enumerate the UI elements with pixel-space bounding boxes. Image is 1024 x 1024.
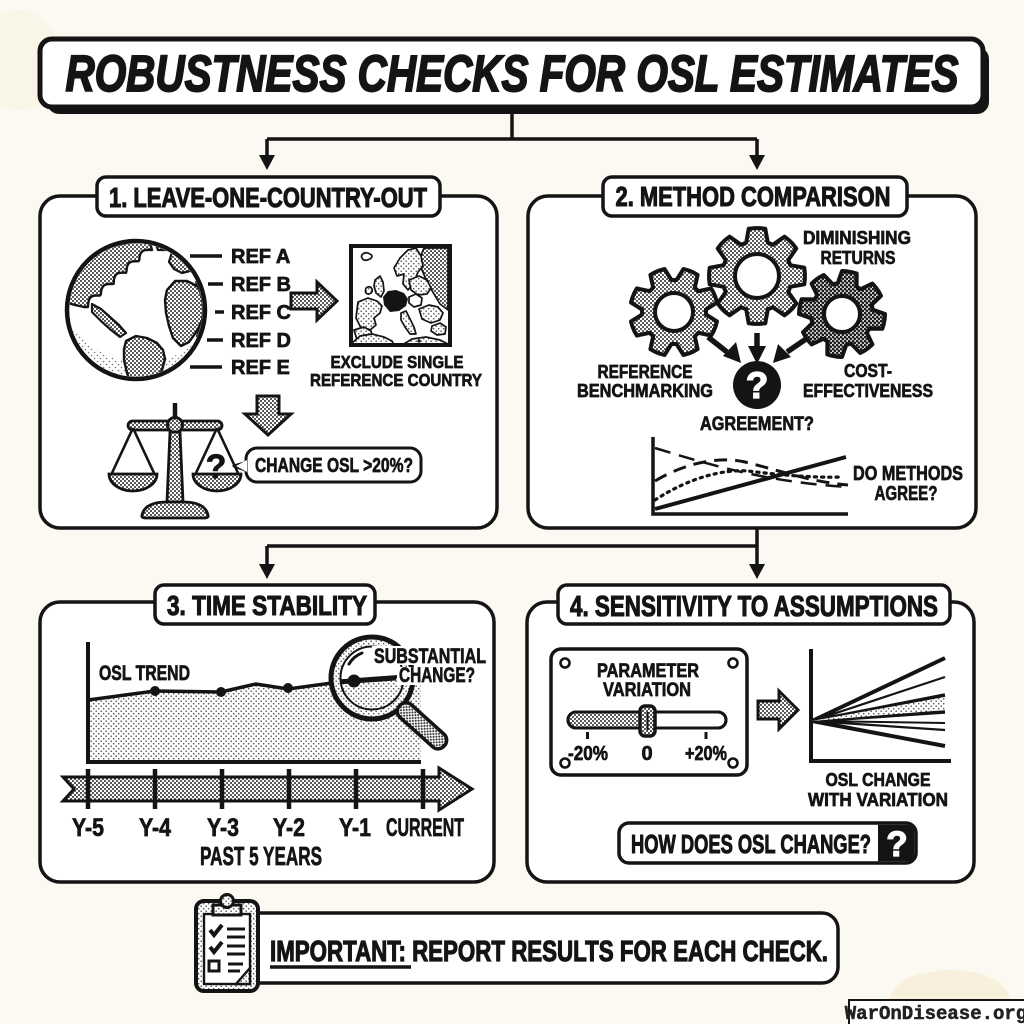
svg-text:OSL CHANGE: OSL CHANGE	[826, 770, 931, 790]
svg-text:2. METHOD COMPARISON: 2. METHOD COMPARISON	[616, 181, 891, 212]
svg-text:?: ?	[746, 365, 769, 406]
svg-text:AGREEMENT?: AGREEMENT?	[700, 414, 814, 435]
svg-text:REF A: REF A	[231, 246, 290, 268]
svg-text:SUBSTANTIAL: SUBSTANTIAL	[374, 645, 486, 668]
svg-text:CURRENT: CURRENT	[386, 814, 464, 842]
svg-text:OSL TREND: OSL TREND	[99, 662, 190, 685]
svg-text:REF B: REF B	[231, 274, 291, 296]
svg-text:WITH VARIATION: WITH VARIATION	[808, 790, 948, 810]
svg-text:Y-1: Y-1	[339, 814, 371, 842]
svg-text:REFERENCE: REFERENCE	[598, 362, 693, 382]
svg-text:3. TIME STABILITY: 3. TIME STABILITY	[167, 590, 367, 621]
svg-text:ROBUSTNESS CHECKS FOR OSL ESTI: ROBUSTNESS CHECKS FOR OSL ESTIMATES	[66, 45, 959, 102]
svg-text:REF E: REF E	[231, 357, 290, 379]
svg-text:REFERENCE COUNTRY: REFERENCE COUNTRY	[310, 370, 482, 390]
svg-text:4. SENSITIVITY TO ASSUMPTIONS: 4. SENSITIVITY TO ASSUMPTIONS	[570, 591, 938, 623]
svg-text:PARAMETER: PARAMETER	[597, 661, 699, 682]
svg-text:+20%: +20%	[685, 743, 727, 765]
svg-text:CHANGE?: CHANGE?	[399, 664, 475, 687]
svg-text:Y-5: Y-5	[72, 814, 104, 842]
svg-text:HOW DOES OSL CHANGE?: HOW DOES OSL CHANGE?	[631, 829, 871, 859]
svg-text:0: 0	[641, 743, 652, 765]
svg-text:Y-3: Y-3	[207, 814, 239, 842]
svg-text:EXCLUDE SINGLE: EXCLUDE SINGLE	[331, 352, 464, 372]
svg-text:Y-4: Y-4	[139, 814, 171, 842]
svg-text:1. LEAVE-ONE-COUNTRY-OUT: 1. LEAVE-ONE-COUNTRY-OUT	[109, 182, 427, 213]
svg-text:-20%: -20%	[568, 743, 608, 765]
svg-text:REF D: REF D	[231, 330, 291, 352]
svg-text:REF C: REF C	[231, 302, 291, 324]
svg-text:IMPORTANT: REPORT RESULTS FOR: IMPORTANT: REPORT RESULTS FOR EACH CHECK…	[270, 936, 828, 968]
svg-text:BENCHMARKING: BENCHMARKING	[577, 381, 713, 401]
svg-text:?: ?	[886, 825, 907, 864]
svg-text:COST-: COST-	[844, 361, 892, 381]
svg-text:?: ?	[206, 448, 227, 486]
svg-text:AGREE?: AGREE?	[875, 483, 938, 505]
svg-text:DO METHODS: DO METHODS	[853, 463, 963, 485]
svg-text:RETURNS: RETURNS	[821, 248, 896, 268]
svg-text:PAST 5 YEARS: PAST 5 YEARS	[200, 841, 322, 871]
svg-text:EFFECTIVENESS: EFFECTIVENESS	[803, 381, 933, 401]
svg-text:WarOnDisease.org: WarOnDisease.org	[845, 1003, 1024, 1024]
svg-text:VARIATION: VARIATION	[603, 680, 691, 701]
svg-text:DIMINISHING: DIMINISHING	[803, 228, 911, 248]
svg-text:Y-2: Y-2	[273, 814, 305, 842]
svg-text:CHANGE OSL >20%?: CHANGE OSL >20%?	[255, 454, 413, 477]
